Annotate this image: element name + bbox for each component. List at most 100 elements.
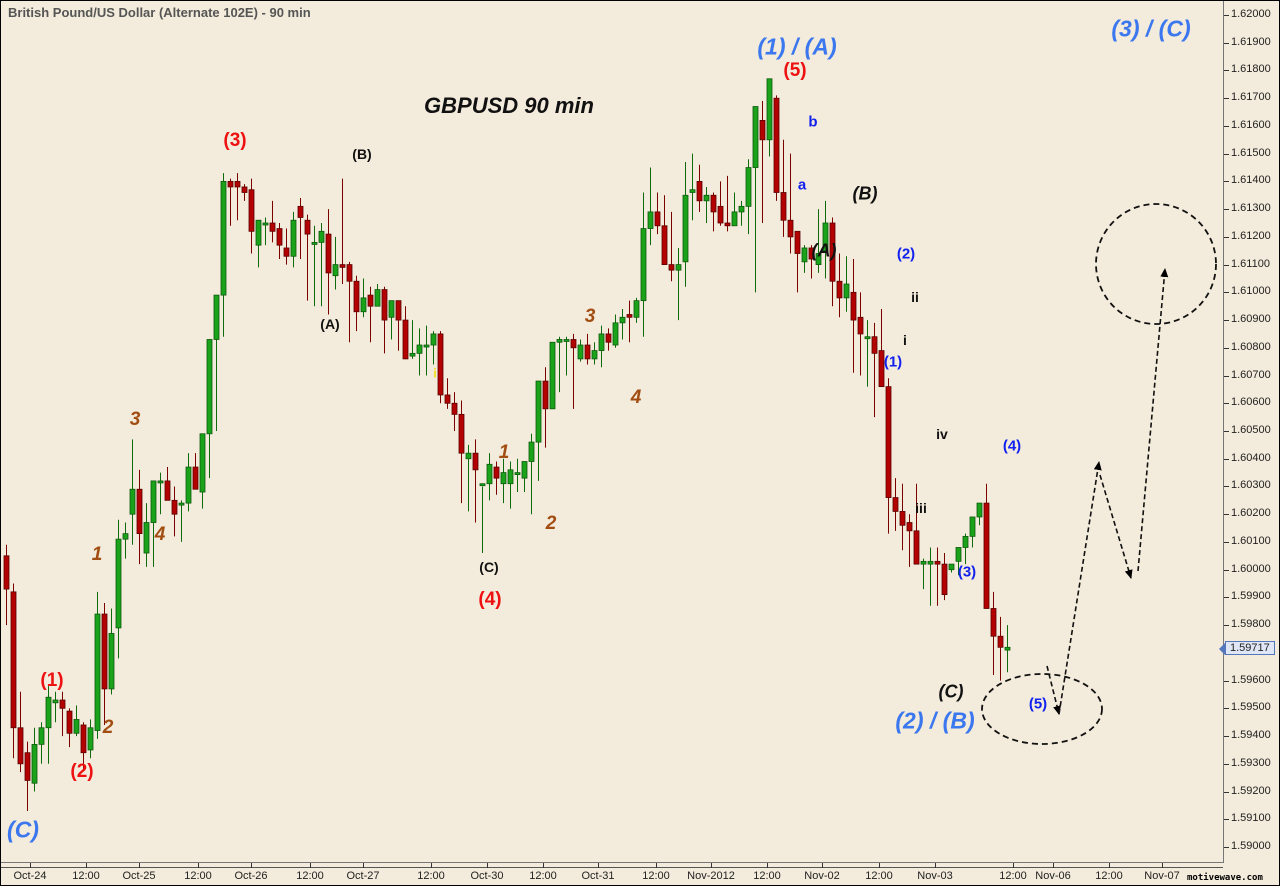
- candle-up: [703, 194, 710, 202]
- price-tick: [1224, 236, 1229, 238]
- price-tick: [1224, 153, 1229, 155]
- wave-label: i: [433, 365, 437, 381]
- candle-up: [640, 228, 647, 302]
- candle-down: [346, 264, 353, 282]
- wave-label: (C): [938, 681, 964, 702]
- candle-down: [227, 180, 234, 188]
- candle-up: [528, 441, 535, 462]
- price-tick-label: 1.61600: [1231, 118, 1271, 131]
- candle-up: [262, 222, 269, 226]
- candle-down: [248, 189, 255, 232]
- price-tick-label: 1.59900: [1231, 590, 1271, 603]
- price-tick-label: 1.61300: [1231, 202, 1271, 215]
- candle-up: [31, 743, 38, 784]
- candle-down: [983, 502, 990, 609]
- price-tick-label: 1.59800: [1231, 618, 1271, 631]
- price-tick-label: 1.61900: [1231, 35, 1271, 48]
- candle-down: [80, 724, 87, 754]
- price-tick-label: 1.60900: [1231, 313, 1271, 326]
- candle-down: [493, 466, 500, 479]
- price-tick-label: 1.60200: [1231, 507, 1271, 520]
- time-tick: [1013, 863, 1014, 868]
- time-tick-label: Oct-31: [581, 870, 615, 882]
- candle-down: [402, 319, 409, 360]
- candle-down: [780, 192, 787, 221]
- time-tick-label: 12:00: [184, 870, 212, 882]
- time-tick: [86, 863, 87, 868]
- candle-down: [885, 386, 892, 498]
- price-tick-label: 1.61000: [1231, 285, 1271, 298]
- time-tick: [198, 863, 199, 868]
- candle-down: [171, 499, 178, 515]
- candle-up: [213, 294, 220, 340]
- candle-up: [920, 560, 927, 565]
- wave-label: 4: [154, 524, 166, 545]
- wave-label: (2): [70, 761, 94, 782]
- time-tick: [598, 863, 599, 868]
- wave-label: 1: [91, 544, 103, 565]
- candle-up: [521, 461, 528, 479]
- candle-up: [332, 264, 339, 277]
- wave-label: (B): [352, 146, 372, 162]
- price-tick-label: 1.60100: [1231, 534, 1271, 547]
- price-tick: [1224, 791, 1229, 793]
- chart-headline: GBPUSD 90 min: [424, 93, 594, 118]
- candle-up: [178, 502, 185, 506]
- price-tick: [1224, 569, 1229, 571]
- candle-down: [444, 394, 451, 404]
- candle-down: [710, 194, 717, 213]
- candle-up: [486, 463, 493, 485]
- candle-down: [668, 264, 675, 271]
- time-tick-label: 12:00: [296, 870, 324, 882]
- time-tick-label: Oct-27: [346, 870, 380, 882]
- price-tick-label: 1.62000: [1231, 8, 1271, 20]
- candle-down: [724, 222, 731, 227]
- candle-down: [304, 219, 311, 235]
- candle-up: [822, 222, 829, 252]
- candle-up: [311, 242, 318, 245]
- candle-up: [549, 341, 556, 410]
- wave-label: (C): [479, 559, 499, 575]
- time-tick: [310, 863, 311, 868]
- time-tick: [363, 863, 364, 868]
- candle-down: [787, 219, 794, 238]
- candle-up: [500, 472, 507, 485]
- candle-down: [990, 608, 997, 637]
- time-tick: [1053, 863, 1054, 868]
- price-tick-label: 1.59200: [1231, 784, 1271, 797]
- price-tick-label: 1.60400: [1231, 451, 1271, 464]
- candle-up: [220, 180, 227, 296]
- candle-down: [339, 264, 346, 268]
- candle-up: [955, 547, 962, 562]
- wave-label: (1): [40, 670, 64, 691]
- candle-up: [465, 452, 472, 460]
- price-tick-label: 1.60600: [1231, 396, 1271, 409]
- candle-down: [570, 339, 577, 349]
- candle-down: [10, 591, 17, 729]
- candle-down: [878, 350, 885, 388]
- candle-up: [766, 78, 773, 141]
- wave-label: (3): [223, 130, 247, 151]
- time-tick-label: 12:00: [72, 870, 100, 882]
- plot-area[interactable]: GBPUSD 90 min (C) (1) (2) 1 2 3 4 (3) (B) (A) i (C) (…: [1, 1, 1224, 863]
- candle-up: [689, 189, 696, 193]
- price-tick-label: 1.61100: [1231, 257, 1270, 270]
- wave-label: iii: [915, 500, 927, 516]
- price-tick-label: 1.59000: [1231, 840, 1271, 852]
- time-tick: [711, 863, 712, 868]
- wave-label: (3) / (C): [1111, 15, 1191, 42]
- candle-down: [24, 752, 31, 781]
- price-tick-label: 1.60500: [1231, 424, 1271, 436]
- candlestick-chart: [3, 78, 1217, 811]
- target-zone-ellipse: [981, 673, 1103, 745]
- candle-down: [892, 497, 899, 512]
- candle-up: [619, 316, 626, 324]
- price-tick-label: 1.60300: [1231, 479, 1271, 492]
- candle-up: [969, 516, 976, 537]
- candle-down: [101, 613, 108, 690]
- candle-up: [143, 522, 150, 554]
- time-tick: [543, 863, 544, 868]
- price-tick: [1224, 320, 1229, 322]
- candle-down: [717, 205, 724, 224]
- time-tick: [1109, 863, 1110, 868]
